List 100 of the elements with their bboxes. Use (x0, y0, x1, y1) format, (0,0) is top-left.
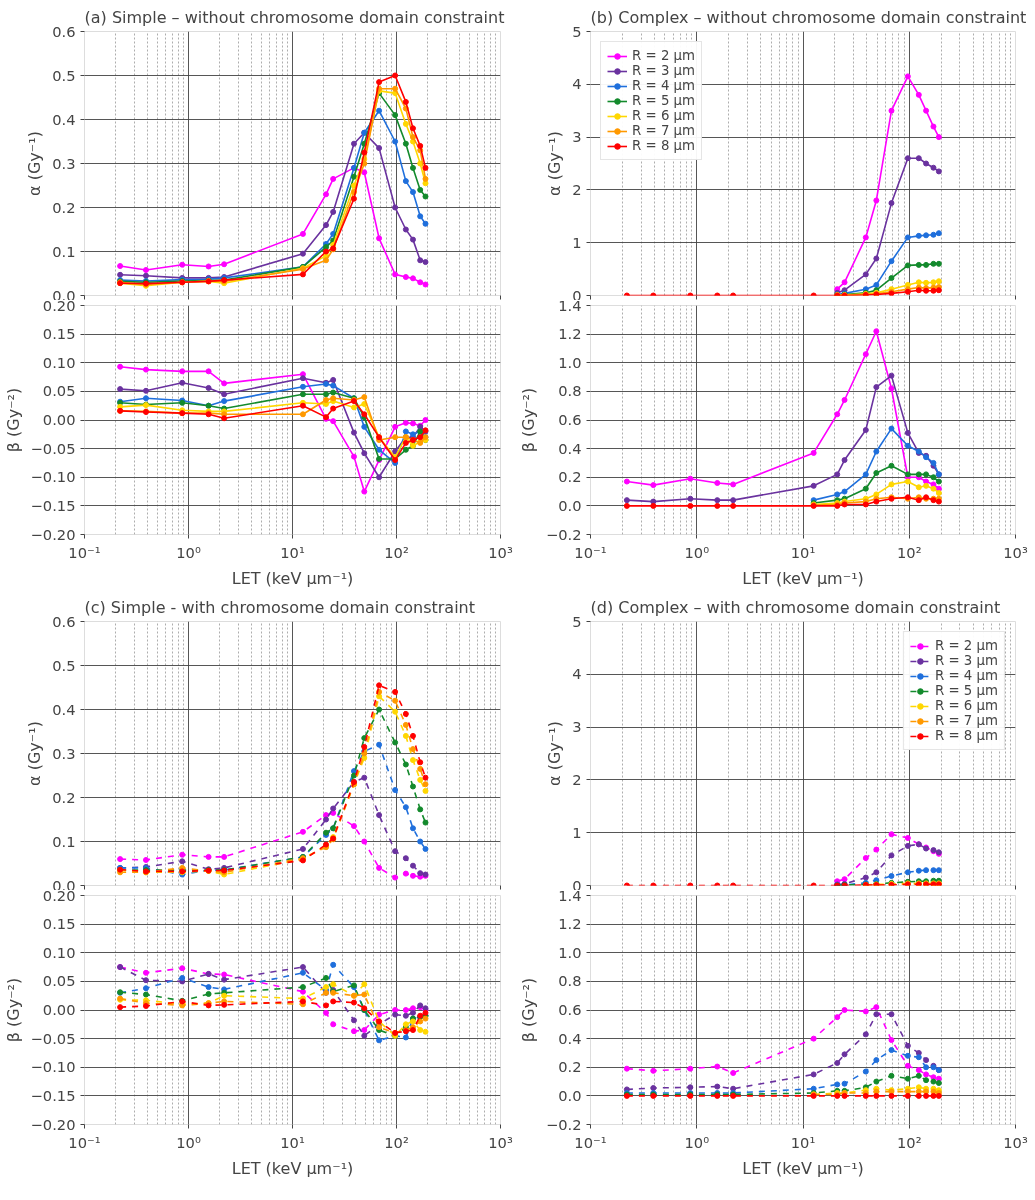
x-tick-label: 10² (896, 543, 922, 561)
y-axis-title: α (Gy⁻¹) (545, 721, 565, 786)
y-tick-label: 0.5 (52, 66, 76, 84)
x-axis-title: LET (keV μm⁻¹) (231, 568, 354, 588)
x-tick-label: 10⁻¹ (574, 543, 607, 561)
y-tick-label: 1.2 (558, 915, 582, 933)
legend-label: R = 5 μm (934, 683, 998, 698)
legend-label: R = 6 μm (934, 698, 998, 713)
y-tick-label: 1 (572, 823, 582, 841)
y-axis-title: β (Gy⁻²) (518, 387, 538, 453)
y-axis-title: β (Gy⁻²) (518, 977, 538, 1043)
chart-title: (b) Complex – without chromosome domain constraint (590, 7, 1027, 27)
y-tick-label: −0.2 (545, 1115, 582, 1133)
y-axis-title: α (Gy⁻¹) (25, 721, 45, 786)
legend-label: R = 8 μm (934, 728, 998, 743)
y-tick-label: 0.6 (558, 411, 582, 428)
y-tick-label: −0.2 (545, 525, 582, 543)
y-tick-label: 1.0 (558, 943, 582, 961)
legend-label: R = 4 μm (934, 668, 998, 683)
x-tick-label: 10³ (488, 1133, 513, 1151)
y-tick-label: 0.1 (52, 242, 76, 260)
y-tick-label: 4 (572, 665, 582, 683)
y-tick-label: 0.0 (558, 1086, 582, 1104)
y-tick-label: 0.4 (52, 110, 76, 128)
y-tick-label: −0.15 (30, 496, 76, 514)
x-tick-label: 10² (896, 1133, 922, 1151)
y-tick-label: 5 (572, 22, 582, 40)
y-tick-label: 1 (572, 233, 582, 251)
y-tick-label: 0.0 (558, 496, 582, 514)
y-tick-label: 0.1 (52, 832, 76, 850)
y-tick-label: 3 (572, 128, 582, 146)
legend-label: R = 7 μm (632, 123, 696, 138)
legend-label: R = 7 μm (934, 713, 998, 728)
y-tick-label: 0.8 (558, 382, 582, 400)
y-tick-label: 0.4 (558, 1029, 582, 1047)
x-tick-label: 10⁻¹ (68, 1133, 101, 1151)
y-tick-label: 0.15 (42, 325, 76, 343)
y-tick-label: 0.8 (558, 972, 582, 990)
legend-label: R = 3 μm (934, 653, 998, 668)
y-tick-label: −0.05 (30, 1029, 76, 1047)
y-tick-label: 0.3 (52, 744, 76, 762)
legend-label: R = 3 μm (632, 63, 696, 78)
x-tick-label: 10¹ (280, 1133, 305, 1151)
y-axis-title: α (Gy⁻¹) (25, 131, 45, 196)
y-tick-label: 3 (572, 718, 582, 736)
y-axis-title: β (Gy⁻²) (3, 977, 23, 1043)
y-tick-label: 0.10 (42, 353, 76, 371)
y-axis-title: β (Gy⁻²) (3, 387, 23, 453)
y-tick-label: −0.10 (30, 468, 76, 486)
y-tick-label: 0.05 (42, 972, 76, 990)
y-tick-label: 2 (572, 180, 582, 198)
y-tick-label: 0.6 (558, 1001, 582, 1018)
legend-label: R = 2 μm (934, 638, 998, 653)
y-tick-label: −0.20 (30, 1115, 76, 1133)
y-tick-label: 0.2 (558, 1058, 582, 1076)
chart-title: (a) Simple – without chromosome domain constraint (84, 7, 505, 27)
legend-label: R = 8 μm (632, 138, 696, 153)
legend-label: R = 2 μm (632, 48, 696, 63)
x-axis-title: LET (keV μm⁻¹) (742, 1158, 864, 1178)
y-tick-label: 0.3 (52, 154, 76, 172)
y-tick-label: 2 (572, 770, 582, 788)
y-tick-label: 0.6 (52, 22, 76, 40)
x-tick-label: 10⁰ (176, 543, 201, 561)
y-tick-label: −0.05 (30, 439, 76, 457)
y-tick-label: 5 (572, 612, 582, 630)
x-tick-label: 10³ (1003, 1133, 1028, 1151)
x-tick-label: 10³ (488, 543, 513, 561)
x-axis-title: LET (keV μm⁻¹) (231, 1158, 354, 1178)
y-tick-label: 0.2 (52, 198, 76, 216)
chart-title: (d) Complex – with chromosome domain constraint (590, 597, 1001, 617)
y-tick-label: 0.5 (52, 656, 76, 674)
x-tick-label: 10² (384, 1133, 409, 1151)
x-tick-label: 10⁻¹ (68, 543, 101, 561)
x-axis-title: LET (keV μm⁻¹) (742, 568, 864, 588)
x-tick-label: 10¹ (280, 543, 305, 561)
legend-label: R = 4 μm (632, 78, 696, 93)
x-tick-label: 10⁻¹ (574, 1133, 607, 1151)
y-tick-label: −0.15 (30, 1086, 76, 1104)
legend-label: R = 5 μm (632, 93, 696, 108)
x-tick-label: 10² (384, 543, 409, 561)
y-tick-label: 0.4 (52, 700, 76, 718)
y-axis-title: α (Gy⁻¹) (545, 131, 565, 196)
chart-title: (c) Simple - with chromosome domain constraint (84, 597, 476, 617)
x-tick-label: 10¹ (790, 1133, 816, 1151)
y-tick-label: 0.2 (52, 788, 76, 806)
y-tick-label: 0.05 (42, 382, 76, 400)
y-tick-label: 0.00 (42, 1001, 76, 1018)
x-tick-label: 10⁰ (684, 543, 710, 561)
legend-label: R = 6 μm (632, 108, 696, 123)
x-tick-label: 10³ (1003, 543, 1028, 561)
y-tick-label: −0.20 (30, 525, 76, 543)
x-tick-label: 10⁰ (176, 1133, 201, 1151)
x-tick-label: 10⁰ (684, 1133, 710, 1151)
y-tick-label: 0.10 (42, 943, 76, 961)
y-tick-label: −0.10 (30, 1058, 76, 1076)
y-tick-label: 0.2 (558, 468, 582, 486)
x-tick-label: 10¹ (790, 543, 816, 561)
y-tick-label: 4 (572, 75, 582, 93)
y-tick-label: 1.2 (558, 325, 582, 343)
y-tick-label: 0.15 (42, 915, 76, 933)
